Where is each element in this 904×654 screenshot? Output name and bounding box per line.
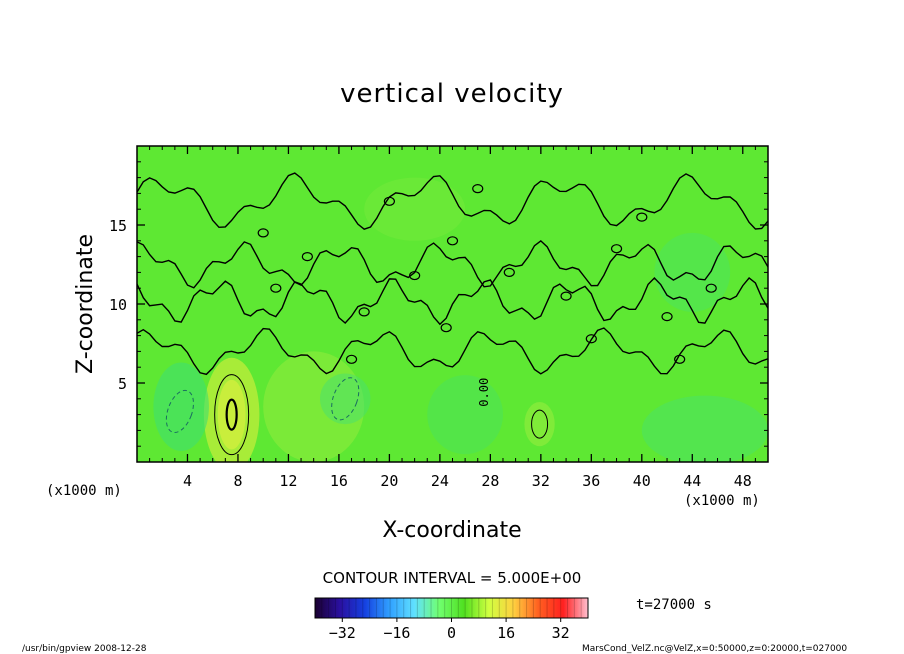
y-tick-label-1: 10 (109, 296, 127, 314)
contour-line-3 (137, 327, 768, 376)
y-axis-label: Z-coordinate (73, 234, 98, 374)
colorbar-tick-label-1: −16 (383, 624, 410, 642)
x-tick-label-5: 24 (431, 472, 449, 490)
contour-cell-15 (440, 323, 452, 333)
time-label: t=27000 s (636, 597, 712, 613)
field-shading (524, 401, 555, 447)
colorbar-tick-label-4: 32 (552, 624, 570, 642)
x-axis-label: X-coordinate (382, 518, 521, 543)
y-tick-label-0: 5 (118, 375, 127, 393)
contour-interval-label: CONTOUR INTERVAL = 5.000E+00 (323, 569, 582, 587)
x-tick-label-3: 16 (330, 472, 348, 490)
field-shading (364, 177, 466, 241)
contour-cell-2 (358, 307, 370, 317)
field-shading (153, 362, 209, 451)
x-tick-label-6: 28 (481, 472, 499, 490)
field-shading (641, 395, 768, 462)
x-tick-label-7: 32 (532, 472, 550, 490)
colorbar-tick-label-3: 16 (497, 624, 515, 642)
x-tick-label-4: 20 (380, 472, 398, 490)
contour-cell-16 (585, 334, 597, 344)
contour-cell-17 (674, 354, 686, 364)
contour-cell-3 (409, 270, 421, 281)
positive-contour-inner-0 (225, 398, 238, 431)
contour-cell-10 (383, 196, 395, 206)
x-tick-label-1: 8 (233, 472, 242, 490)
contour-line-1 (137, 239, 768, 289)
footer-left: /usr/bin/gpview 2008-12-28 (22, 644, 147, 654)
contour-cell-11 (472, 184, 484, 194)
contour-cell-8 (661, 312, 673, 322)
negative-contour-1 (331, 377, 360, 421)
field-shading (319, 373, 371, 425)
contour-cell-7 (610, 244, 623, 254)
positive-contour-0 (214, 374, 250, 456)
contour-cell-9 (705, 283, 717, 293)
colorbar-tick-label-2: 0 (447, 624, 456, 642)
x-tick-label-2: 12 (279, 472, 297, 490)
contour-cell-4 (446, 236, 459, 246)
x-unit-left: (x1000 m) (46, 483, 122, 499)
x-unit-right: (x1000 m) (684, 493, 760, 509)
positive-contour-1 (531, 409, 549, 439)
contour-line-0 (137, 172, 768, 230)
chart-title: vertical velocity (340, 79, 564, 109)
contour-line-2 (137, 276, 768, 326)
y-tick-label-2: 15 (109, 217, 127, 235)
contour-cell-14 (345, 354, 358, 364)
negative-contour-0 (165, 389, 194, 434)
contour-cell-0 (270, 283, 282, 293)
x-tick-label-8: 36 (582, 472, 600, 490)
field-shading (217, 379, 246, 450)
x-tick-label-9: 40 (633, 472, 651, 490)
footer-right: MarsCond_VelZ.nc@VelZ,x=0:50000,z=0:2000… (582, 644, 847, 654)
contour-cell-1 (301, 252, 313, 262)
field-shading (427, 375, 503, 455)
contour-value-label: 0.00 (477, 378, 491, 407)
x-tick-label-0: 4 (183, 472, 192, 490)
contour-cell-6 (560, 291, 572, 301)
contour-cell-13 (636, 212, 648, 222)
contour-cell-5 (503, 267, 515, 277)
x-tick-label-11: 48 (734, 472, 752, 490)
contour-cell-12 (257, 228, 269, 238)
x-tick-label-10: 44 (683, 472, 701, 490)
colorbar-tick-label-0: −32 (329, 624, 356, 642)
